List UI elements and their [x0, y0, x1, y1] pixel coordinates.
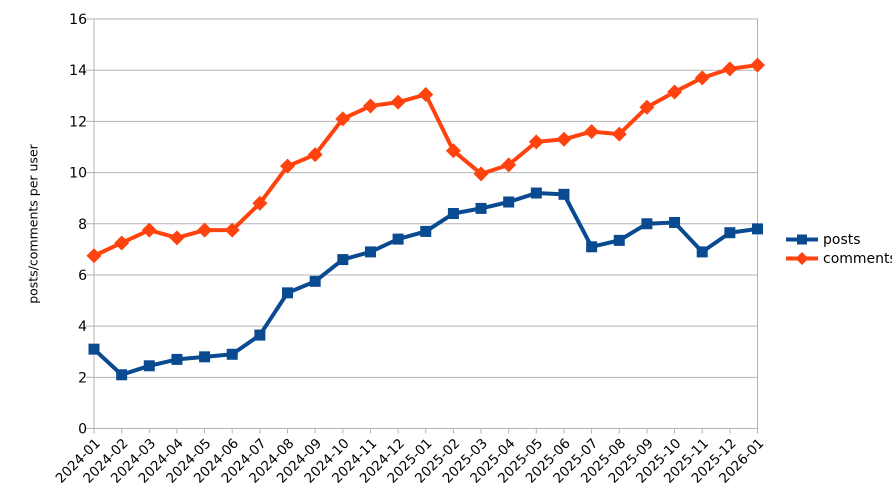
posts-marker	[171, 353, 183, 365]
comments-marker	[335, 111, 351, 127]
legend: posts comments	[786, 230, 892, 268]
posts-marker	[586, 241, 598, 253]
posts-marker	[337, 254, 349, 266]
posts-marker	[226, 348, 238, 360]
y-tick-label: 16	[69, 12, 87, 28]
comments-marker	[667, 84, 683, 100]
posts-marker	[116, 369, 128, 381]
posts-line-square-marker-icon	[786, 232, 818, 247]
comments-marker	[611, 126, 627, 142]
posts-marker	[752, 223, 763, 235]
comments-marker	[750, 57, 765, 73]
y-tick-label: 10	[69, 166, 87, 182]
posts-marker	[641, 218, 653, 230]
posts-marker	[724, 227, 736, 239]
legend-item-comments: comments	[786, 249, 892, 268]
posts-marker	[392, 233, 404, 245]
comments-marker	[141, 222, 157, 238]
posts-marker	[88, 343, 100, 355]
comments-marker	[445, 143, 461, 159]
posts-marker	[613, 234, 625, 246]
comments-line-diamond-marker-icon	[786, 251, 818, 266]
y-tick-label: 2	[78, 370, 87, 386]
posts-marker	[309, 275, 321, 287]
posts-marker	[669, 216, 681, 228]
comments-marker	[501, 157, 517, 173]
comments-marker	[307, 147, 323, 163]
comments-marker	[86, 248, 102, 264]
comments-marker	[390, 94, 406, 110]
comments-marker	[694, 70, 710, 86]
posts-marker	[475, 202, 487, 214]
comments-marker	[280, 158, 296, 174]
comments-marker	[528, 134, 544, 150]
posts-marker	[254, 329, 266, 341]
posts-legend-key	[786, 234, 818, 245]
y-tick-label: 6	[78, 268, 87, 284]
y-tick-label: 14	[69, 63, 87, 79]
posts-marker	[143, 360, 155, 372]
posts-line	[92, 191, 758, 377]
comments-marker	[362, 98, 378, 114]
posts-marker	[364, 246, 376, 258]
y-tick-label: 4	[78, 319, 87, 335]
y-tick-label: 0	[78, 422, 87, 438]
posts-marker	[530, 187, 542, 199]
comments-legend-key	[786, 252, 818, 265]
posts-marker	[696, 246, 708, 258]
posts-marker	[420, 225, 432, 237]
comments-marker	[224, 222, 240, 238]
y-axis-title: posts/comments per user	[25, 144, 41, 304]
legend-label-posts: posts	[823, 231, 861, 248]
posts-marker	[503, 196, 515, 208]
comments-marker	[639, 99, 655, 115]
comments-marker	[473, 166, 489, 182]
posts-marker	[558, 188, 570, 200]
y-tick-label: 8	[78, 217, 87, 233]
posts-marker	[199, 351, 211, 363]
comments-marker	[418, 87, 434, 103]
posts-marker	[447, 208, 459, 220]
comments-marker	[722, 61, 738, 77]
comments-marker	[252, 195, 268, 211]
legend-label-comments: comments	[823, 250, 892, 267]
comments-marker	[169, 230, 185, 246]
comments-marker	[556, 131, 572, 147]
legend-item-posts: posts	[786, 230, 892, 249]
comments-marker	[584, 124, 600, 140]
posts-marker	[282, 287, 294, 299]
comments-marker	[114, 235, 130, 251]
comments-marker	[197, 222, 213, 238]
y-tick-label: 12	[69, 114, 87, 130]
